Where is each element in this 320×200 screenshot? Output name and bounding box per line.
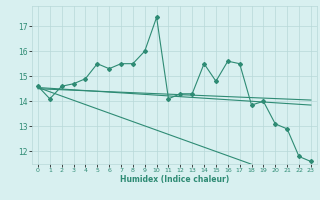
X-axis label: Humidex (Indice chaleur): Humidex (Indice chaleur) xyxy=(120,175,229,184)
